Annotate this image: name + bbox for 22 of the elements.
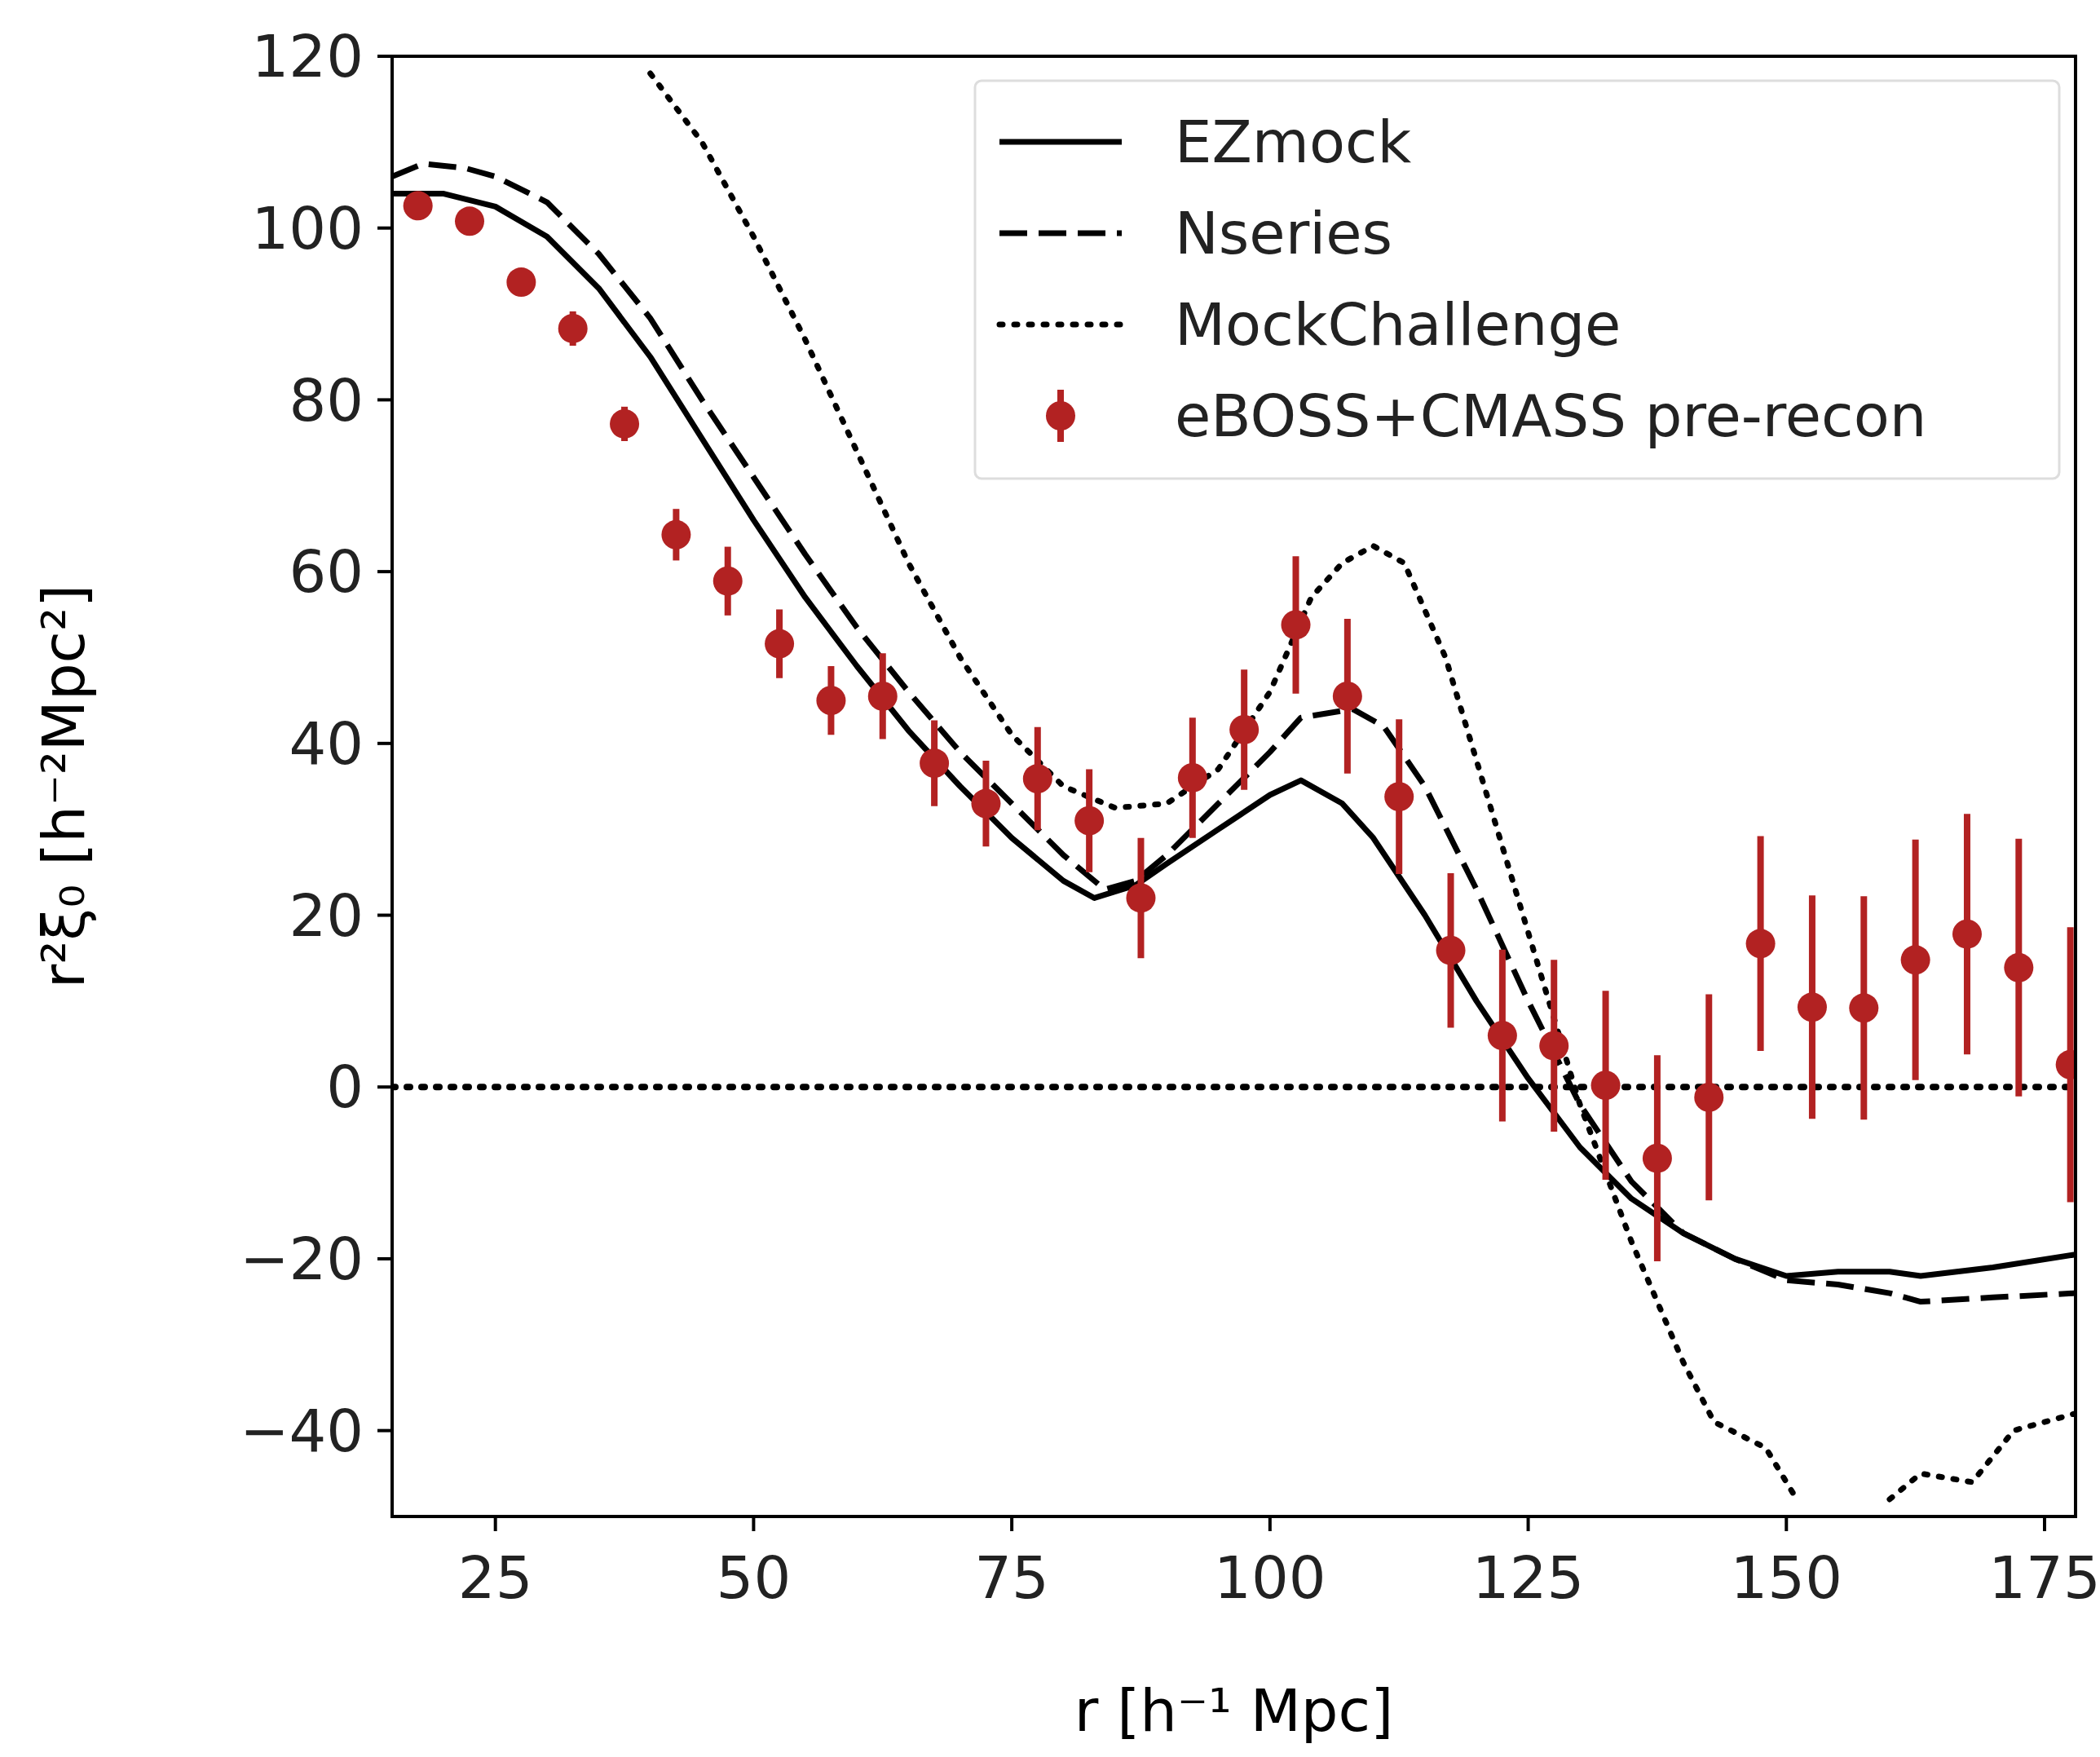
y-tick-label: 40 bbox=[289, 709, 364, 779]
y-tick-label: 80 bbox=[289, 365, 364, 435]
y-tick-label: −20 bbox=[240, 1225, 364, 1294]
x-tick-label: 175 bbox=[1988, 1543, 2100, 1612]
y-axis-title: r²ξ₀ [h⁻²Mpc²] bbox=[29, 584, 98, 989]
x-tick-label: 150 bbox=[1730, 1543, 1842, 1612]
x-tick-label: 25 bbox=[457, 1543, 533, 1612]
legend-label: EZmock bbox=[1175, 108, 1412, 177]
x-tick-label: 125 bbox=[1471, 1543, 1585, 1612]
x-tick-label: 50 bbox=[716, 1543, 792, 1612]
y-tick-label: 100 bbox=[251, 193, 364, 263]
legend-label: MockChallenge bbox=[1175, 290, 1621, 360]
x-tick-label: 75 bbox=[974, 1543, 1049, 1612]
x-tick-label: 100 bbox=[1214, 1543, 1326, 1612]
y-tick-label: 120 bbox=[251, 22, 364, 91]
y-tick-label: 20 bbox=[289, 881, 364, 950]
y-tick-label: −40 bbox=[240, 1396, 364, 1465]
legend-label: eBOSS+CMASS pre-recon bbox=[1175, 382, 1927, 451]
x-axis-title: r [h⁻¹ Mpc] bbox=[1074, 1676, 1394, 1745]
y-tick-label: 60 bbox=[289, 537, 364, 607]
legend-label: Nseries bbox=[1175, 199, 1393, 268]
y-tick-label: 0 bbox=[326, 1053, 364, 1122]
